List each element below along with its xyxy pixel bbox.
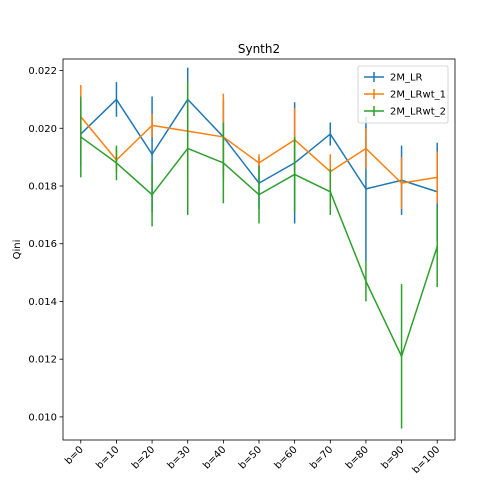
data-point [365,147,367,150]
data-point [329,190,332,193]
data-point [115,162,118,164]
data-point [80,136,82,138]
y-tick-label: 0.020 [28,124,57,135]
y-axis-label: Qini [12,240,23,260]
data-point [186,147,189,150]
data-point [365,280,367,283]
chart-title: Synth2 [238,42,280,56]
data-point [436,176,439,179]
data-point [151,153,153,156]
legend-item: 2M_LRwt_1 [364,89,446,101]
data-point [365,188,367,190]
y-tick-label: 0.018 [28,182,57,193]
y-tick-label: 0.014 [28,297,57,308]
data-point [222,162,225,164]
y-tick-label: 0.012 [28,355,57,366]
data-point [115,98,118,101]
legend: 2M_LR 2M_LRwt_1 2M_LRwt_2 [357,65,449,124]
y-tick-label: 0.016 [28,239,57,250]
data-point [151,193,153,196]
data-point [400,182,403,184]
legend-box [357,65,449,124]
legend-item: 2M_LR [364,72,423,84]
y-tick-label: 0.010 [28,412,57,423]
data-point [293,173,296,176]
data-point [258,162,260,164]
legend-label: 2M_LRwt_2 [390,107,446,118]
data-point [151,124,153,127]
series-layer [80,67,439,429]
legend-label: 2M_LRwt_1 [390,90,446,101]
y-tick-label: 0.022 [28,66,57,77]
data-point [329,133,332,135]
data-point [258,193,260,196]
series-2M_LRwt_2 [80,82,439,429]
data-point [436,245,439,248]
legend-label: 2M_LR [390,73,423,84]
data-point [400,355,403,358]
legend-item: 2M_LRwt_2 [364,106,446,118]
